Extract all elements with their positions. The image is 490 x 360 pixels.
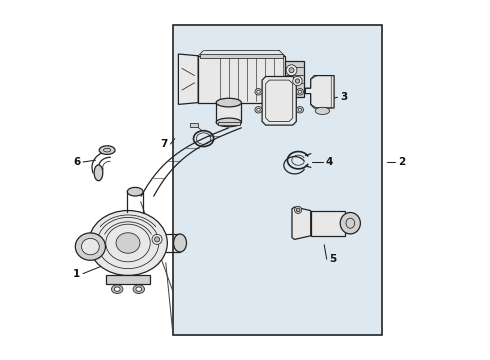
Ellipse shape: [75, 233, 105, 260]
Text: 4: 4: [326, 157, 333, 167]
Ellipse shape: [296, 107, 303, 113]
Ellipse shape: [296, 208, 300, 212]
Ellipse shape: [255, 107, 262, 113]
Bar: [198, 56, 285, 103]
Ellipse shape: [289, 68, 294, 73]
Bar: [190, 123, 198, 127]
Ellipse shape: [315, 107, 330, 114]
Ellipse shape: [133, 285, 145, 293]
Text: 6: 6: [73, 157, 80, 167]
Bar: [311, 211, 345, 236]
Polygon shape: [178, 54, 198, 104]
Ellipse shape: [257, 108, 260, 111]
Text: 3: 3: [341, 92, 347, 102]
Ellipse shape: [286, 65, 297, 76]
Ellipse shape: [293, 76, 302, 86]
Ellipse shape: [216, 118, 242, 127]
Polygon shape: [305, 76, 334, 108]
Text: 2: 2: [398, 157, 405, 167]
Ellipse shape: [255, 89, 262, 95]
Ellipse shape: [294, 206, 302, 213]
Ellipse shape: [89, 211, 167, 275]
Bar: [200, 54, 283, 58]
Ellipse shape: [94, 165, 103, 181]
Bar: [218, 122, 240, 125]
Ellipse shape: [152, 234, 162, 244]
Ellipse shape: [257, 90, 260, 93]
Ellipse shape: [298, 90, 302, 93]
Ellipse shape: [99, 146, 115, 154]
Text: 5: 5: [330, 254, 337, 264]
Polygon shape: [292, 207, 311, 239]
Ellipse shape: [298, 108, 302, 111]
Ellipse shape: [136, 287, 142, 291]
Bar: [106, 275, 149, 284]
Ellipse shape: [216, 98, 242, 107]
Ellipse shape: [154, 237, 160, 242]
Ellipse shape: [295, 79, 299, 83]
Bar: [216, 103, 242, 122]
Ellipse shape: [127, 188, 143, 196]
Ellipse shape: [114, 287, 120, 291]
Text: 7: 7: [160, 139, 168, 149]
Bar: [285, 61, 304, 97]
Ellipse shape: [296, 89, 303, 95]
Text: 1: 1: [73, 269, 80, 279]
Ellipse shape: [173, 234, 187, 252]
Ellipse shape: [116, 233, 140, 253]
Ellipse shape: [111, 285, 123, 293]
Ellipse shape: [81, 238, 99, 255]
Bar: [173, 25, 382, 335]
Polygon shape: [262, 77, 296, 125]
Ellipse shape: [340, 212, 360, 234]
